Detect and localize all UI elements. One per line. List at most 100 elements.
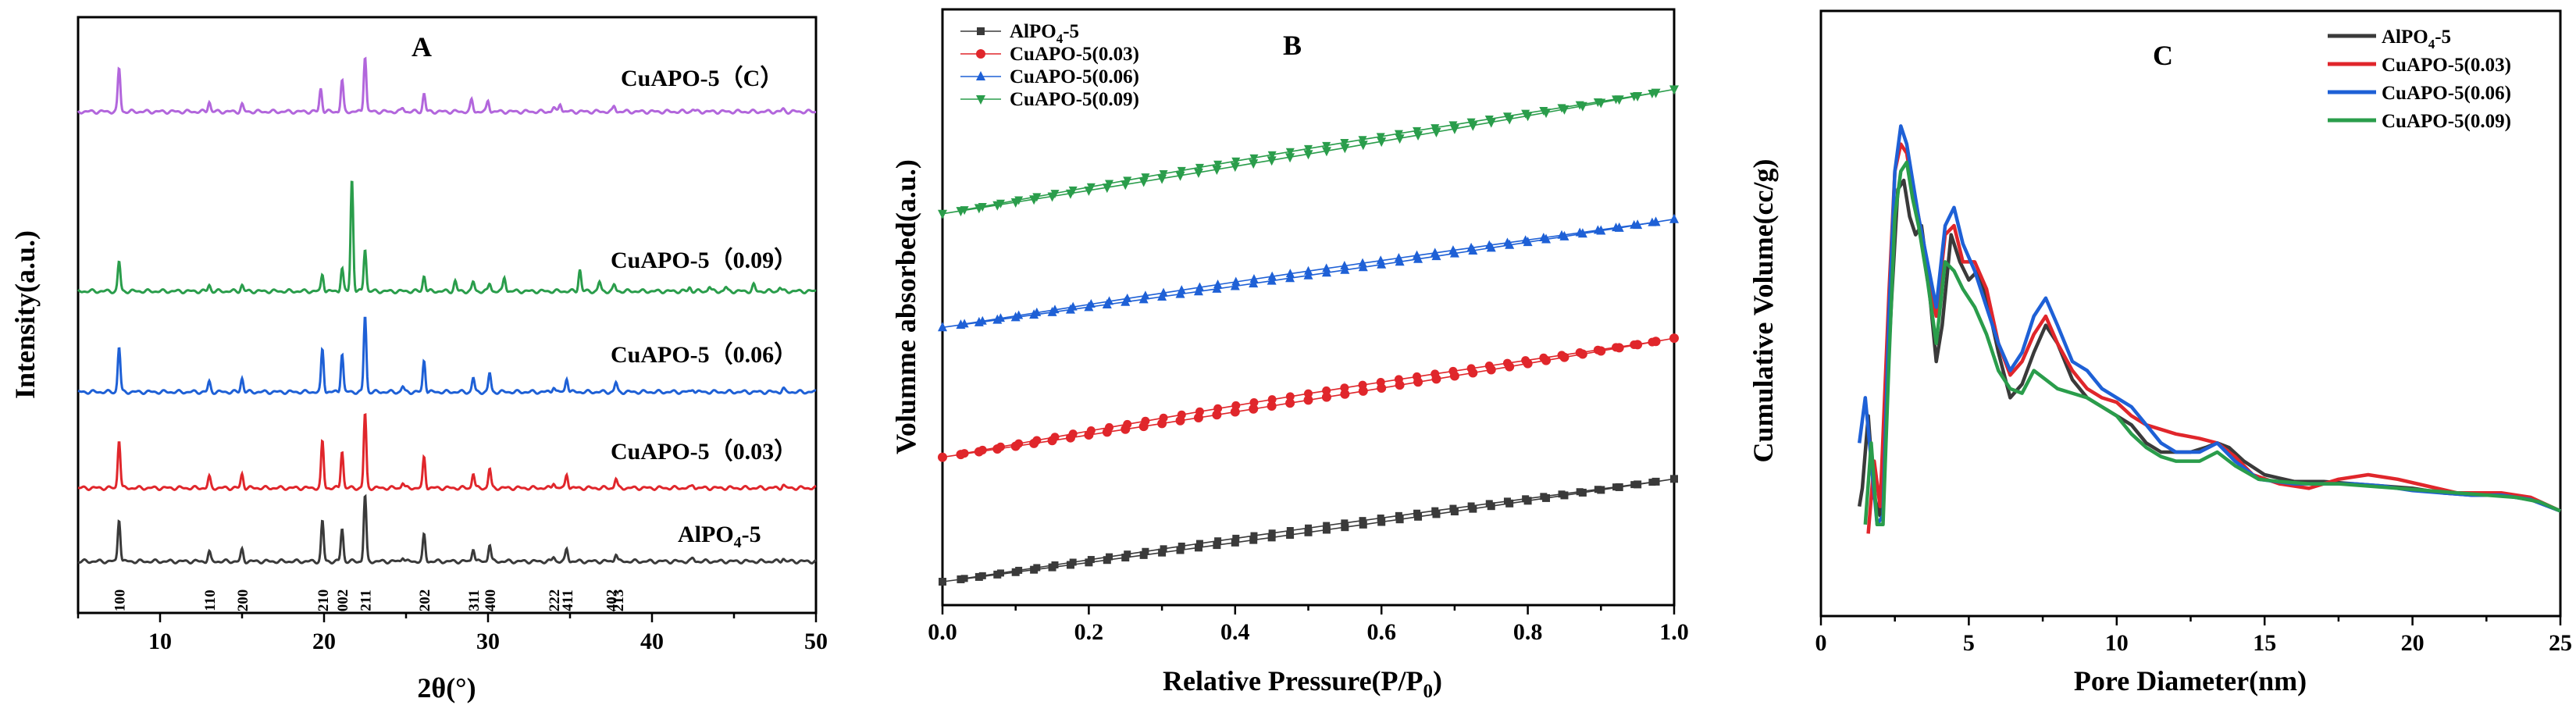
square-marker — [1323, 522, 1331, 529]
triangle-down-marker — [1249, 159, 1259, 169]
square-marker — [1341, 519, 1349, 527]
triangle-up-marker — [1521, 235, 1530, 244]
square-marker — [1503, 497, 1511, 505]
circle-marker — [1521, 356, 1530, 365]
panel-b-legend: AlPO4-5CuAPO-5(0.03)CuAPO-5(0.06)CuAPO-5… — [960, 21, 1139, 110]
panel-a-title: A — [412, 31, 432, 62]
square-marker — [1194, 543, 1202, 552]
xrd-series-label-1: CuAPO-5（0.03） — [611, 438, 797, 465]
circle-marker — [1340, 383, 1349, 393]
legend-entry-0: AlPO4-5 — [1010, 21, 1079, 46]
hkl-label: 213 — [611, 590, 627, 612]
triangle-up-marker — [1448, 245, 1458, 255]
circle-marker — [1376, 377, 1385, 386]
triangle-up-marker — [938, 322, 947, 332]
hkl-label: 311 — [466, 590, 483, 611]
panel-b-x-label-sub: 0 — [1423, 681, 1434, 702]
hkl-label: 411 — [560, 590, 576, 611]
triangle-up-marker — [1322, 263, 1331, 273]
triangle-up-marker — [960, 319, 969, 328]
square-marker — [1670, 475, 1678, 483]
circle-marker — [996, 442, 1005, 451]
square-marker — [1268, 529, 1276, 537]
legend-entry-0-sub: 4 — [1056, 31, 1064, 46]
triangle-up-marker — [976, 71, 985, 80]
triangle-down-marker — [978, 202, 987, 212]
panel-a-x-axis-label: 2θ(°) — [417, 672, 476, 704]
circle-marker — [1213, 404, 1223, 413]
circle-marker — [1267, 395, 1277, 404]
triangle-up-marker — [1267, 271, 1277, 280]
square-marker — [1449, 504, 1457, 512]
triangle-up-marker — [1358, 258, 1367, 267]
triangle-up-marker — [1539, 232, 1548, 241]
triangle-down-marker — [1141, 173, 1150, 183]
xrd-curve-3 — [77, 180, 817, 295]
panel-b-x-label-main: Relative Pressure(P/P — [1163, 665, 1423, 696]
triangle-down-marker — [1267, 156, 1277, 166]
hkl-label: 002 — [335, 590, 351, 612]
x-tick-label: 1.0 — [1659, 619, 1689, 645]
triangle-down-marker — [1249, 154, 1259, 163]
x-tick-label: 0.8 — [1513, 619, 1543, 645]
square-marker — [1160, 545, 1167, 553]
x-tick-label: 25 — [2549, 630, 2572, 656]
circle-marker — [978, 445, 987, 454]
circle-marker — [1358, 380, 1367, 390]
triangle-down-marker — [1086, 183, 1096, 192]
triangle-down-marker — [1303, 150, 1313, 160]
triangle-up-marker — [1032, 307, 1042, 316]
panel-a-series-labels: AlPO4-5 CuAPO-5（0.03） CuAPO-5（0.06） CuAPO-5… — [611, 65, 797, 551]
square-marker — [1322, 525, 1331, 534]
triangle-up-marker — [1249, 278, 1259, 288]
legend-entry-3: CuAPO-5(0.09) — [2382, 111, 2511, 132]
square-marker — [1139, 550, 1148, 559]
triangle-down-marker — [1322, 141, 1331, 151]
panel-b-title: B — [1283, 30, 1302, 61]
triangle-up-marker — [1231, 276, 1241, 286]
triangle-up-marker — [1195, 282, 1204, 291]
panel-b-curves — [938, 85, 1679, 586]
triangle-down-marker — [1175, 171, 1185, 181]
triangle-up-marker — [1612, 223, 1621, 232]
square-marker — [1341, 523, 1349, 532]
square-marker — [1304, 528, 1313, 536]
xrd-curve-4 — [77, 56, 816, 116]
triangle-down-marker — [1612, 95, 1621, 105]
xrd-series-label-0: AlPO4-5 — [678, 522, 761, 551]
square-marker — [1648, 479, 1656, 486]
circle-marker — [1648, 337, 1657, 347]
triangle-up-marker — [1105, 296, 1114, 305]
square-marker — [1015, 566, 1023, 574]
circle-marker — [1177, 410, 1186, 419]
triangle-up-marker — [1177, 285, 1186, 294]
triangle-up-marker — [1630, 219, 1639, 229]
circle-marker — [1014, 439, 1024, 448]
x-tick-label: 0 — [1815, 630, 1827, 656]
x-tick-label: 20 — [312, 629, 336, 654]
circle-marker — [1195, 407, 1204, 416]
square-marker — [1377, 518, 1386, 526]
triangle-up-marker — [1648, 217, 1657, 226]
x-tick-label: 0.4 — [1220, 619, 1250, 645]
circle-marker — [1322, 386, 1331, 395]
triangle-up-marker — [1213, 280, 1223, 289]
x-tick-label: 15 — [2253, 630, 2276, 656]
legend-entry-0-main: AlPO — [2382, 27, 2428, 48]
pore-curve-3 — [1863, 160, 2561, 527]
panel-c-legend: AlPO4-5 CuAPO-5(0.03) CuAPO-5(0.06) CuAPO-5… — [2328, 27, 2511, 132]
triangle-down-marker — [1212, 165, 1222, 175]
triangle-down-marker — [1285, 148, 1295, 157]
triangle-up-marker — [1413, 250, 1422, 259]
square-marker — [1395, 515, 1404, 524]
xrd-series-label-0-sub: 4 — [734, 534, 742, 551]
legend-entry-2: CuAPO-5(0.06) — [2382, 83, 2511, 104]
triangle-up-marker — [1431, 248, 1440, 257]
square-marker — [1612, 483, 1620, 491]
circle-marker — [1557, 351, 1566, 360]
triangle-down-marker — [1123, 176, 1132, 186]
xrd-series-label-4: CuAPO-5（C） — [621, 65, 783, 91]
circle-marker — [1141, 416, 1150, 426]
panel-b: B AlPO4-5CuAPO-5(0.03)CuAPO-5(0.06)CuAPO… — [890, 8, 1689, 702]
hkl-label: 400 — [483, 590, 499, 612]
